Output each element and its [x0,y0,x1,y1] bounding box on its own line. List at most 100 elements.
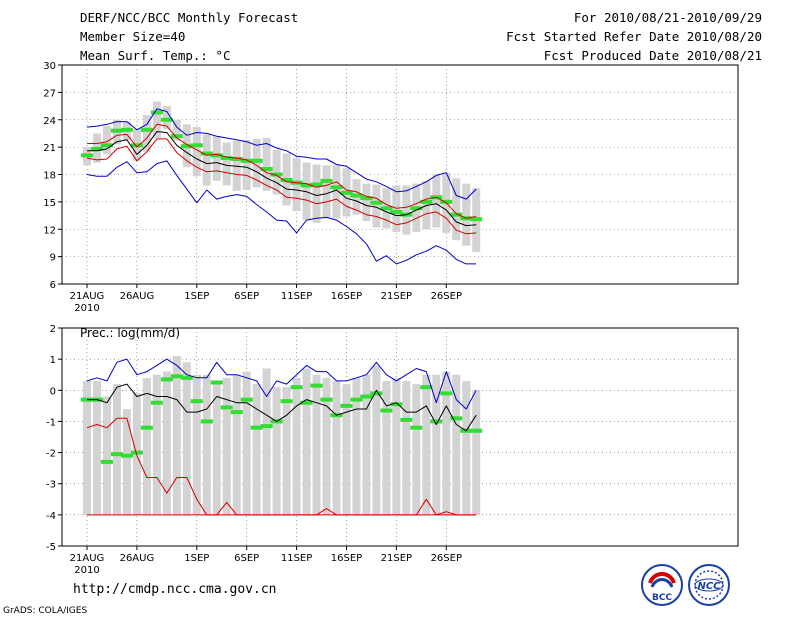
median-mark [190,399,203,404]
upper-blue-line [86,108,477,200]
y-tick-label: -5 [46,542,56,553]
chart-title: DERF/NCC/BCC Monthly Forecast [80,10,299,25]
median-mark [450,212,463,217]
median-mark [350,397,363,402]
box-bar [312,164,321,223]
x-tick-label: 6SEP [234,291,259,302]
x-tick-label: 21AUG [70,553,105,564]
box-bar [162,371,171,515]
precipitation-panel: -5 -4 -3 -2 -1 0 1 2 21AUG 26AUG 1SEP 6SEP 11SEP 16SE… [46,324,739,576]
median-mark [380,206,393,211]
median-mark [310,182,323,187]
y-tick-label: -3 [46,480,56,491]
ensemble-mean-line [87,383,477,432]
x-tick-label: 11SEP [281,291,312,302]
box-bar [322,377,331,515]
box-bar [432,374,441,515]
median-mark [390,209,403,214]
y-tick-label: -4 [46,511,56,522]
y-tick-label: 18 [43,171,56,182]
median-mark [130,143,143,148]
box-bar [292,377,301,515]
y-tick-label: 1 [50,355,56,366]
x-tick-label: 1SEP [184,553,209,564]
box-bar [182,362,191,515]
box-bar [262,368,271,515]
box-bar [402,380,411,515]
box-bar [382,380,391,515]
median-mark [160,377,173,382]
median-mark [380,408,393,413]
box-bar [162,106,171,129]
y-tick-label: 27 [43,88,56,99]
median-mark [300,183,313,188]
box-bar [342,384,351,515]
box-bar [362,183,371,222]
median-mark [310,383,323,388]
median-mark [150,400,163,405]
median-mark [260,424,273,429]
median-mark [250,425,263,430]
box-bar [332,380,341,515]
median-mark [410,206,423,211]
y-tick-label: 9 [50,253,56,264]
precip-title: Prec.: log(mm/d) [80,326,180,340]
x-tick-label: 6SEP [234,553,259,564]
median-mark [220,156,233,161]
box-bar [412,384,421,515]
plot-frame [61,64,739,285]
box-bar [302,368,311,515]
median-mark [340,403,353,408]
median-mark [100,143,113,148]
ensemble-mean-line [87,131,477,227]
x-tick-label: 26AUG [120,553,155,564]
box-bar [362,374,371,515]
box-bar [102,396,111,515]
box-bar [192,374,201,515]
forecast-produced-date: Fcst Produced Date 2010/08/21 [543,48,762,63]
y-tick-label: 12 [43,225,56,236]
median-mark [280,399,293,404]
box-bar [462,380,471,515]
box-bar [462,183,471,246]
box-bar [332,165,341,219]
box-bar [202,134,211,186]
median-mark [420,199,433,204]
forecast-start-date: Fcst Started Refer Date 2010/08/20 [506,29,762,44]
median-mark [160,117,173,122]
median-mark [260,167,273,172]
median-mark [230,410,243,415]
median-mark [170,134,183,139]
lower-red-line [86,138,477,235]
median-mark [120,127,133,132]
median-mark [300,400,313,405]
box-bar [212,136,221,181]
box-bar [272,387,281,515]
source-url[interactable]: http://cmdp.ncc.cma.gov.cn [73,582,277,597]
y-tick-label: 6 [50,280,56,291]
box-bar [472,390,481,515]
box-bar [152,374,161,515]
x-tick-label: 26AUG [120,291,155,302]
x-tick-label: 21SEP [381,553,412,564]
box-bar [442,371,451,515]
median-mark [240,397,253,402]
box-bar [372,184,381,228]
box-bar [112,384,121,515]
box-bar [322,165,331,219]
median-mark [150,110,163,115]
median-mark [100,459,113,464]
y-tick-label: 30 [43,61,56,72]
median-mark [180,375,193,380]
x-tick-label: 26SEP [431,291,462,302]
upper-red-line [87,123,477,219]
median-mark [350,193,363,198]
median-mark [400,417,413,422]
median-mark [330,185,343,190]
forecast-period: For 2010/08/21-2010/09/29 [573,10,762,25]
median-mark [450,416,463,421]
median-mark [440,199,453,204]
median-mark [140,425,153,430]
median-mark [280,177,293,182]
